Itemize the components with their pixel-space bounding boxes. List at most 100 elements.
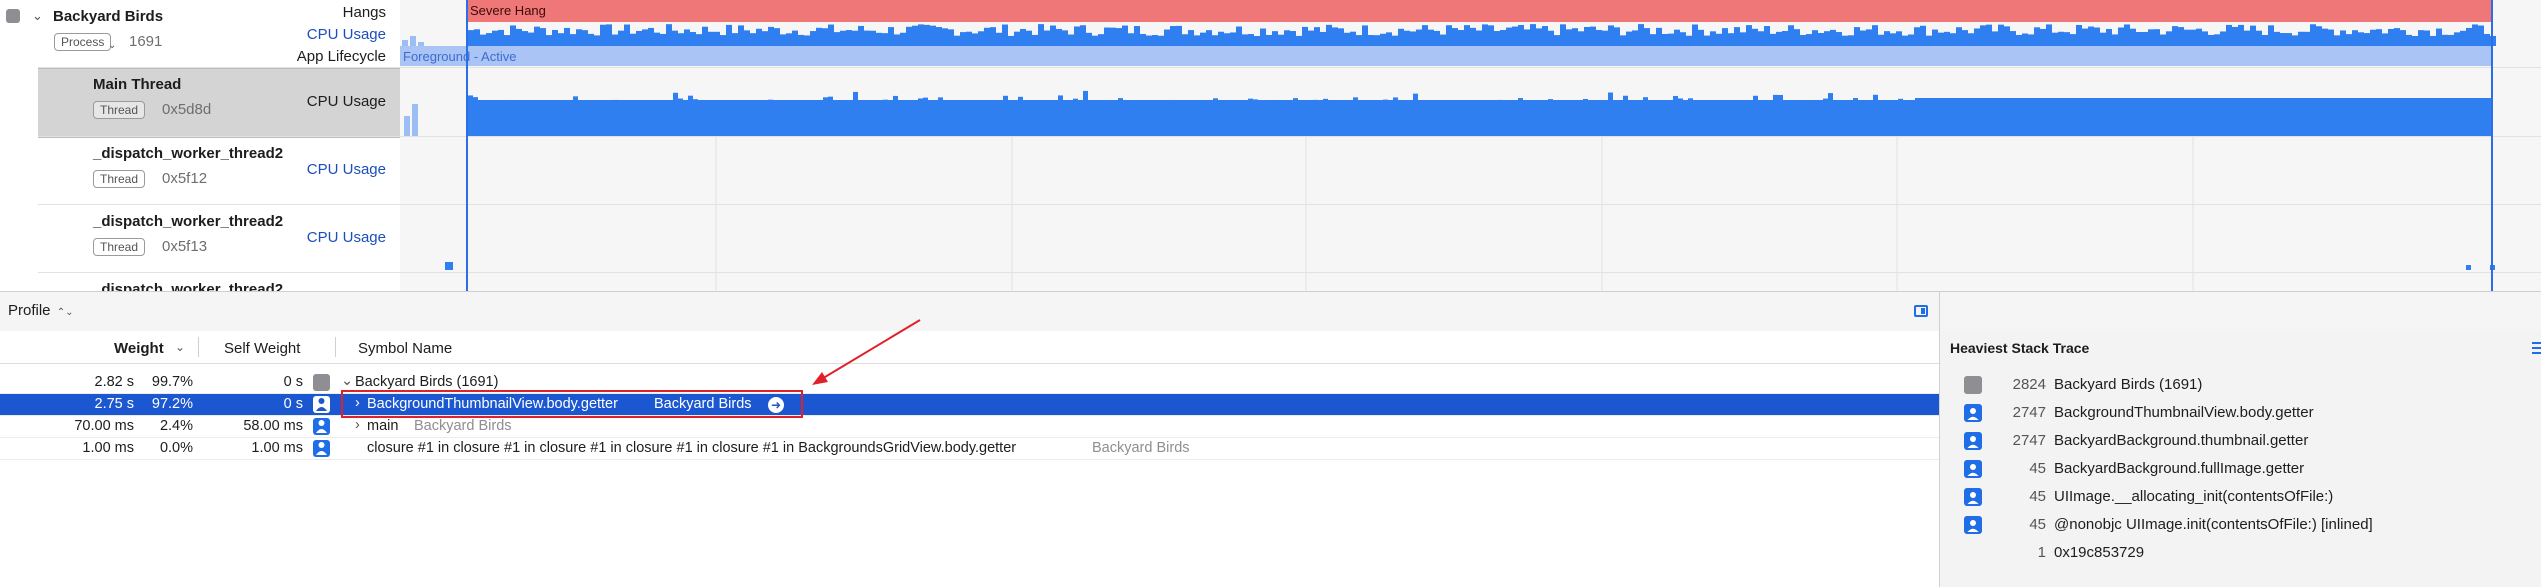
cpu-sample-bar [1350,31,1356,46]
frame-symbol-name: UIImage.__allocating_init(contentsOfFile… [2054,488,2334,505]
call-tree-row-selected[interactable]: 2.75 s 97.2% 0 s › BackgroundThumbnailVi… [0,394,1939,415]
heaviest-frame-row[interactable]: 45 @nonobjc UIImage.init(contentsOfFile:)… [1950,514,2530,536]
cpu-sample-bar [828,24,834,46]
disclosure-collapsed-icon[interactable]: › [355,395,360,411]
cpu-sample-bar [988,124,993,136]
cpu-sample-bar [1513,103,1518,136]
cpu-sample-bar [1718,116,1723,136]
symbol-name-column-header[interactable]: Symbol Name [358,340,453,357]
cpu-sample-bar [728,112,733,136]
go-to-source-icon[interactable]: ➜ [768,397,784,413]
cpu-sample-bar [1068,101,1073,136]
selection-start-marker[interactable] [466,0,468,291]
cpu-sample-bar [1143,109,1148,136]
cpu-sample-bar [1722,28,1728,46]
cpu-sample-bar [2208,34,2214,46]
cpu-sample-bar [1380,33,1386,46]
worker-thread-metric[interactable]: CPU Usage [306,161,386,178]
cpu-sample-bar [2406,34,2412,46]
cpu-sample-bar [518,125,523,136]
cpu-sample-bar [483,128,488,136]
cpu-sample-bar [630,33,636,46]
cpu-usage-label[interactable]: CPU Usage [306,26,386,43]
cpu-sample-bar [2058,31,2064,46]
cpu-sample-bar [570,34,576,46]
badge-dropdown-icon[interactable]: ⌄ [108,40,117,51]
weight-percent: 0.0% [159,440,193,456]
cpu-sample-bar [1688,98,1693,136]
weight-column-header[interactable]: Weight [114,340,164,357]
worker-thread-metric[interactable]: CPU Usage [306,229,386,246]
cpu-sample-bar [1938,32,1944,46]
selection-end-marker[interactable] [2491,0,2493,291]
disclosure-collapsed-icon[interactable]: › [355,417,360,433]
cpu-sample-bar [603,124,608,136]
heaviest-frame-row[interactable]: 2824 Backyard Birds (1691) [1950,374,2530,396]
cpu-sample-bar [2130,28,2136,46]
disclosure-expanded-icon[interactable]: ⌄ [341,373,354,389]
cpu-sample-bar [1848,35,1854,46]
cpu-sample-bar [818,102,823,136]
cpu-sample-bar [1038,119,1043,136]
cpu-sample-bar [738,108,743,136]
cpu-sample-bar [1258,122,1263,136]
cpu-sample-bar [1503,102,1508,136]
call-tree-row[interactable]: 70.00 ms 2.4% 58.00 ms › main Backyard B… [0,416,1939,437]
cpu-sample-bar [633,116,638,136]
cpu-sample-bar [1032,34,1038,46]
cpu-sample-bar [538,126,543,136]
profile-mode-popup[interactable]: Profile ⌃⌄ [8,302,73,319]
cpu-sample-bar [563,114,568,136]
heaviest-options-icon[interactable] [2532,341,2541,355]
cpu-sample-bar [883,99,888,136]
cpu-sample-bar [418,42,424,46]
cpu-sample-bar [1073,98,1078,136]
cpu-sample-bar [798,110,803,136]
cpu-sample-bar [1358,100,1363,136]
heaviest-frame-row[interactable]: 45 UIImage.__allocating_init(contentsOfFi… [1950,486,2530,508]
weight-percent: 97.2% [151,396,193,412]
disclosure-chevron-icon[interactable]: ⌄ [32,8,43,23]
cpu-sample-bar [1794,29,1800,46]
cpu-sample-bar [913,110,918,136]
self-weight-column-header[interactable]: Self Weight [224,340,301,357]
cpu-sample-bar [1778,94,1783,136]
main-thread-badge: Thread [93,101,146,119]
cpu-sample-bar [1773,94,1778,136]
heaviest-frame-row[interactable]: 1 0x19c853729 [1950,542,2530,564]
call-tree-row[interactable]: 2.82 s 99.7% 0 s ⌄ Backyard Birds (1691) [0,372,1939,393]
cpu-sample-bar [1138,120,1143,136]
heaviest-frame-row[interactable]: 2747 BackyardBackground.thumbnail.getter [1950,430,2530,452]
cpu-sample-bar [893,95,898,136]
cpu-sample-bar [1128,33,1134,46]
cpu-sample-bar [1332,27,1338,46]
cpu-sample-bar [1752,28,1758,46]
heaviest-frame-row[interactable]: 2747 BackgroundThumbnailView.body.getter [1950,402,2530,424]
cpu-sample-bar [2358,32,2364,46]
cpu-sample-bar [1536,28,1542,46]
cpu-sample-bar [1303,124,1308,136]
cpu-sample-bar [2052,32,2058,46]
cpu-sample-bar [1463,109,1468,136]
cpu-sample-bar [1608,25,1614,46]
cpu-sample-bar [1008,35,1014,46]
call-tree-row[interactable]: 1.00 ms 0.0% 1.00 ms closure #1 in closu… [0,438,1939,459]
cpu-sample-bar [2076,24,2082,46]
cpu-sample-bar [1698,109,1703,136]
frame-sample-count: 2747 [2012,404,2046,421]
cpu-sample-bar [1818,32,1824,46]
cpu-sample-bar [583,114,588,136]
cpu-sample-bar [1768,118,1773,136]
cpu-sample-bar [2226,24,2232,46]
heaviest-frame-row[interactable]: 45 BackyardBackground.fullImage.getter [1950,458,2530,480]
cpu-sample-bar [540,28,546,46]
severe-hang-bar[interactable] [467,0,2493,22]
cpu-sample-bar [1890,33,1896,46]
sidebar-toggle-icon[interactable] [1914,305,1928,317]
cpu-sample-bar [1533,121,1538,136]
user-icon [313,418,330,435]
popup-arrows-icon: ⌃⌄ [56,307,74,318]
app-lifecycle-bar[interactable] [400,46,2493,66]
cpu-sample-bar [410,36,416,46]
cpu-sample-bar [808,124,813,136]
